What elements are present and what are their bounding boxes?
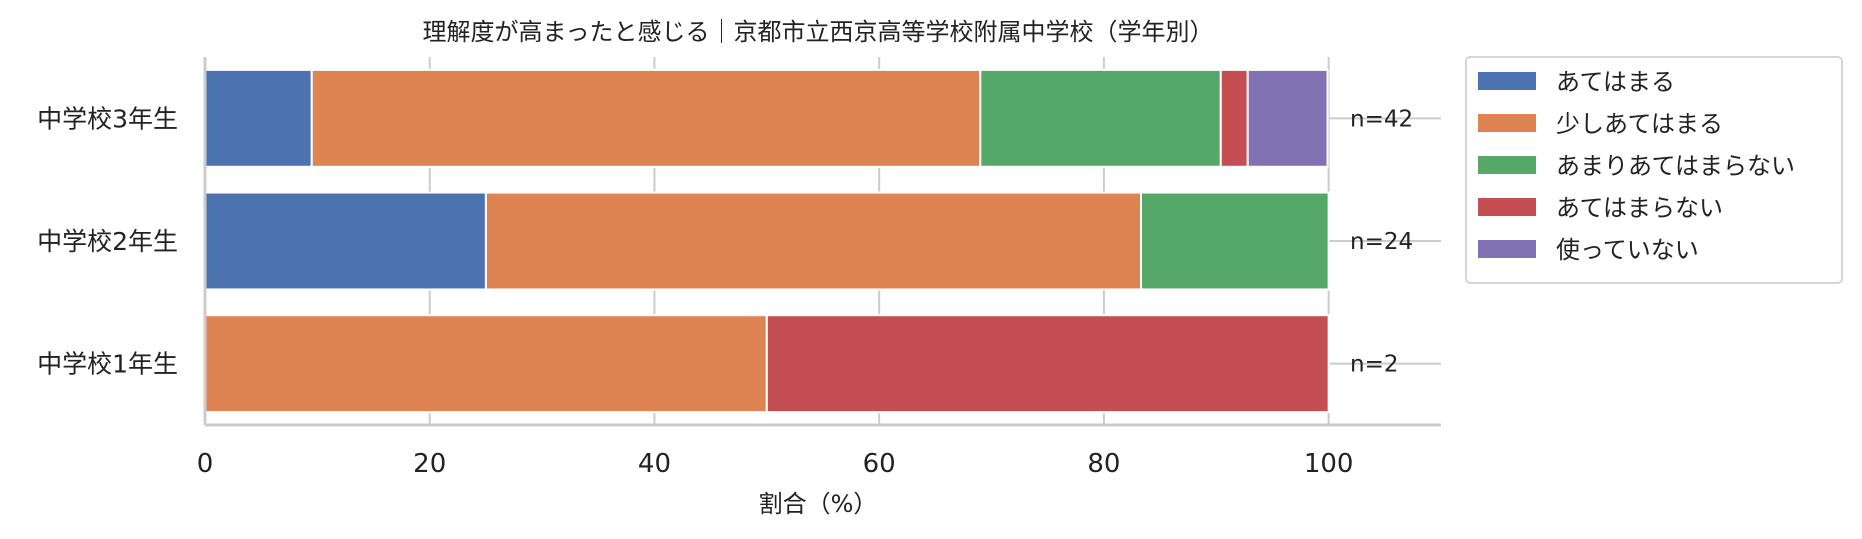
legend-label: あてはまらない (1556, 194, 1723, 222)
legend-frame (1465, 56, 1843, 284)
n-labels: n=42 n=24 n=2 (1350, 106, 1413, 377)
bars (204, 68, 1330, 414)
x-tick-label: 60 (863, 449, 896, 479)
bar-segment (310, 68, 982, 168)
legend-label: 少しあてはまる (1556, 110, 1723, 138)
x-tick-label: 0 (197, 449, 214, 479)
axes (203, 57, 1441, 427)
bar-segment (1219, 68, 1249, 168)
category-label: 中学校3年生 (37, 104, 178, 133)
legend-swatch (1478, 198, 1536, 216)
chart-title: 理解度が高まったと感じる｜京都市立西京高等学校附属中学校（学年別） (422, 18, 1213, 46)
bar-segment (204, 314, 768, 414)
bar-segment (1139, 191, 1330, 291)
x-tick-label: 80 (1087, 449, 1120, 479)
legend-swatch (1478, 240, 1536, 258)
bar-segment (484, 191, 1142, 291)
x-axis-label: 割合（%） (759, 490, 878, 518)
x-tick-label: 40 (638, 449, 671, 479)
n-label: n=42 (1350, 106, 1413, 132)
n-label: n=24 (1350, 229, 1413, 255)
legend-label: 使っていない (1556, 236, 1699, 264)
bar-segment (979, 68, 1222, 168)
legend-swatch (1478, 72, 1536, 90)
bar-segment (204, 191, 487, 291)
x-tick-label: 20 (413, 449, 446, 479)
bar-segment (765, 314, 1330, 414)
category-label: 中学校1年生 (37, 350, 178, 379)
bar-segment (204, 68, 313, 168)
category-label: 中学校2年生 (37, 227, 178, 256)
bar-segment (1246, 68, 1329, 168)
legend-label: あてはまる (1556, 68, 1675, 96)
x-tick-label: 100 (1304, 449, 1354, 479)
legend-label: あまりあてはまらない (1556, 152, 1795, 180)
n-label: n=2 (1350, 352, 1398, 378)
legend-swatch (1478, 156, 1536, 174)
x-tick-labels: 0 20 40 60 80 100 (197, 449, 1354, 479)
legend-swatch (1478, 114, 1536, 132)
